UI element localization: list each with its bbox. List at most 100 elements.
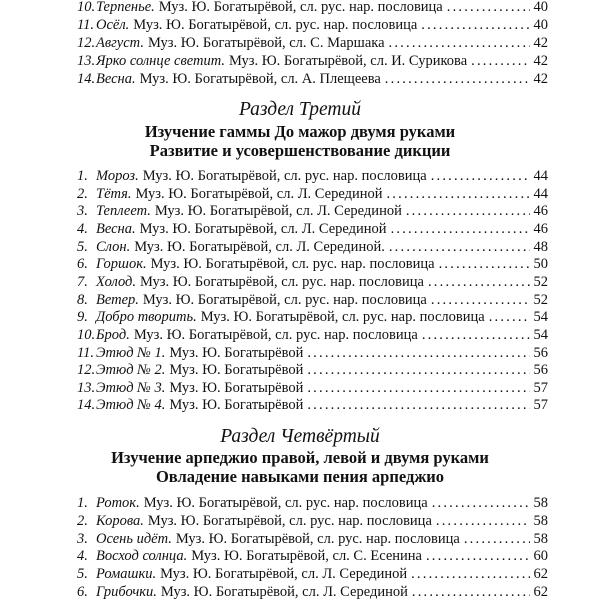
entry-title: Август. — [96, 35, 144, 51]
toc-entry: 6. Горшок. Муз. Ю. Богатырёвой, сл. рус. н… — [77, 255, 548, 273]
entry-credit: Муз. Ю. Богатырёвой — [169, 379, 304, 396]
toc-entry: 12. Этюд № 2. Муз. Ю. Богатырёвой.........… — [77, 361, 548, 379]
entry-number: 9. — [77, 309, 88, 326]
entry-number: 1. — [77, 168, 88, 184]
entry-number: 2. — [77, 185, 88, 202]
dot-leader: ........................................… — [411, 566, 529, 583]
entry-page: 56 — [533, 362, 549, 379]
entry-title: Тётя. — [96, 185, 132, 202]
dot-leader: ........................................… — [430, 168, 530, 184]
toc-entry: 2. Корова. Муз. Ю. Богатырёвой, сл. рус. н… — [77, 512, 548, 530]
toc-entry: 4. Восход солнца. Муз. Ю. Богатырёвой, сл.… — [77, 547, 548, 565]
toc-entry: 6. Грибочки. Муз. Ю. Богатырёвой, сл. Л. С… — [77, 583, 548, 601]
entry-page: 62 — [533, 584, 549, 600]
toc-entry: 13. Этюд № 3. Муз. Ю. Богатырёвой.........… — [77, 379, 548, 397]
entry-credit: Муз. Ю. Богатырёвой, сл. Л. Серединой — [139, 220, 387, 237]
entry-credit: Муз. Ю. Богатырёвой, сл. рус. нар. посло… — [150, 256, 435, 273]
entry-credit: Муз. Ю. Богатырёвой, сл. Л. Серединой — [154, 203, 402, 220]
entry-page: 46 — [533, 220, 549, 237]
entry-title: Теплеет. — [96, 203, 151, 220]
entry-title: Корова. — [96, 512, 144, 529]
entry-page: 60 — [533, 548, 549, 565]
entry-page: 52 — [533, 273, 549, 290]
entry-page: 52 — [533, 291, 549, 308]
entry-title: Брод. — [96, 326, 130, 343]
entry-number: 14. — [77, 71, 96, 87]
section-3-subtitle-1: Изучение гаммы До мажор двумя руками — [144, 122, 456, 141]
toc-entry: 8. Ветер. Муз. Ю. Богатырёвой, сл. рус. на… — [77, 291, 548, 309]
toc-entry: 11. Этюд № 1. Муз. Ю. Богатырёвой.........… — [77, 344, 548, 362]
entry-credit: Муз. Ю. Богатырёвой — [169, 397, 304, 414]
entry-number: 11. — [77, 344, 95, 361]
section-4-subtitle-2: Овладение навыками пения арпеджио — [155, 467, 445, 486]
entry-credit: Муз. Ю. Богатырёвой — [169, 344, 304, 361]
toc-entry: 5. Слон. Муз. Ю. Богатырёвой, сл. Л. Серед… — [77, 238, 548, 256]
section-4-subtitle-1: Изучение арпеджио правой, левой и двумя … — [111, 448, 489, 467]
dot-leader: ........................................… — [421, 17, 529, 33]
entry-title: Грибочки. — [96, 584, 157, 600]
toc-entry: 4. Весна. Муз. Ю. Богатырёвой, сл. Л. Сере… — [77, 220, 548, 238]
entry-page: 57 — [533, 379, 549, 396]
toc-entry: 2. Тётя. Муз. Ю. Богатырёвой, сл. Л. Серед… — [77, 185, 548, 203]
entry-title: Ветер. — [96, 291, 139, 308]
entry-number: 5. — [77, 238, 88, 255]
toc-entry: 1. Роток. Муз. Ю. Богатырёвой, сл. рус. на… — [77, 494, 548, 512]
toc-entry: 10. Брод. Муз. Ю. Богатырёвой, сл. рус. на… — [77, 326, 548, 344]
dot-leader: ........................................… — [307, 379, 529, 396]
dot-leader: ........................................… — [446, 0, 530, 15]
entry-credit: Муз. Ю. Богатырёвой, сл. рус. нар. посло… — [175, 530, 460, 547]
entry-credit: Муз. Ю. Богатырёвой — [169, 362, 304, 379]
entry-credit: Муз. Ю. Богатырёвой, сл. рус. нар. посло… — [142, 168, 427, 184]
entry-page: 50 — [533, 256, 549, 273]
entry-number: 1. — [77, 495, 88, 511]
section-3-heading: Раздел Третий — [238, 99, 361, 120]
dot-leader: ........................................… — [390, 220, 530, 237]
entry-title: Холод. — [96, 273, 136, 290]
entry-credit: Муз. Ю. Богатырёвой, сл. рус. нар. посло… — [158, 0, 443, 15]
entry-page: 57 — [533, 397, 549, 414]
entry-page: 58 — [533, 495, 549, 511]
entry-page: 44 — [533, 168, 549, 184]
toc-entry: 10. Терпенье. Муз. Ю. Богатырёвой, сл. рус… — [77, 0, 548, 16]
dot-leader: ........................................… — [307, 397, 529, 414]
entry-page: 40 — [533, 17, 549, 33]
toc-entry: 7. Холод. Муз. Ю. Богатырёвой, сл. рус. на… — [77, 273, 548, 291]
dot-leader: ........................................… — [307, 344, 529, 361]
entry-title: Терпенье. — [96, 0, 155, 15]
toc-entry: 11. Осёл. Муз. Ю. Богатырёвой, сл. рус. на… — [77, 16, 548, 34]
dot-leader: ........................................… — [438, 256, 530, 273]
dot-leader: ........................................… — [463, 530, 530, 547]
dot-leader: ........................................… — [430, 291, 530, 308]
dot-leader: ........................................… — [411, 584, 530, 600]
dot-leader: ........................................… — [386, 185, 530, 202]
toc-entry: 3. Теплеет. Муз. Ю. Богатырёвой, сл. Л. Се… — [77, 202, 548, 220]
toc-entry: 12. Август. Муз. Ю. Богатырёвой, сл. С. Ма… — [77, 34, 548, 52]
entry-title: Весна. — [96, 220, 136, 237]
entry-number: 14. — [77, 397, 96, 414]
entry-number: 5. — [77, 566, 88, 583]
dot-leader: ........................................… — [388, 238, 530, 255]
entry-credit: Муз. Ю. Богатырёвой, сл. С. Маршака — [147, 35, 385, 51]
entry-number: 10. — [77, 326, 96, 343]
entry-title: Горшок. — [96, 256, 147, 273]
entry-number: 7. — [77, 273, 88, 290]
entry-title: Весна. — [96, 71, 136, 87]
entry-page: 54 — [533, 326, 549, 343]
entry-title: Ярко солнце светит. — [96, 53, 226, 69]
entry-number: 10. — [77, 0, 96, 15]
entry-title: Этюд № 4. — [96, 397, 166, 414]
entry-page: 54 — [533, 309, 549, 326]
entry-title: Ромашки. — [96, 566, 157, 583]
toc-entry: 13. Ярко солнце светит. Муз. Ю. Богатырёво… — [77, 52, 548, 70]
entry-credit: Муз. Ю. Богатырёвой, сл. Л. Серединой — [160, 584, 408, 600]
entry-number: 12. — [77, 362, 96, 379]
entry-number: 4. — [77, 220, 88, 237]
dot-leader: ........................................… — [425, 548, 530, 565]
entry-page: 58 — [533, 512, 549, 529]
entry-number: 8. — [77, 291, 88, 308]
entry-title: Слон. — [96, 238, 131, 255]
dot-leader: ........................................… — [471, 53, 530, 69]
entry-page: 46 — [533, 203, 549, 220]
entry-page: 56 — [533, 344, 549, 361]
entry-page: 44 — [533, 185, 549, 202]
